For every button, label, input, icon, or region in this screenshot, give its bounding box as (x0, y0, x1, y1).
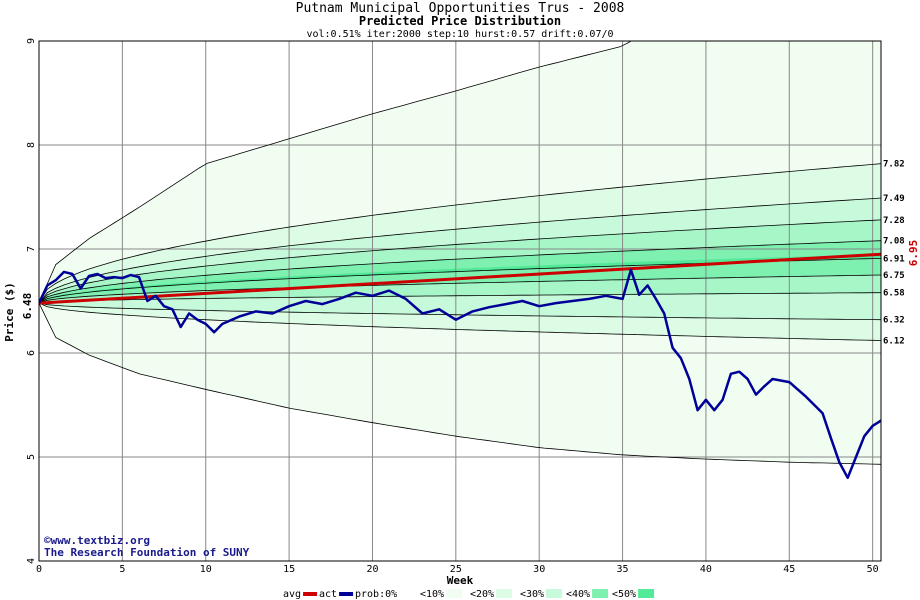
percentile-line-6 (39, 292, 881, 304)
y-tick-label-6: 6 (26, 350, 37, 356)
percentile-line-2 (39, 219, 881, 304)
right-label-7.28: 7.28 (883, 216, 905, 226)
y-axis-label: Price ($) (3, 282, 16, 342)
plot-area: 0 5 10 15 20 25 30 35 40 45 504567897.827.497.287.… (26, 38, 905, 575)
legend-label-5: <30% (520, 589, 544, 600)
y-tick-label-5: 5 (26, 454, 37, 460)
y-tick-label-4: 4 (26, 558, 37, 564)
legend-label-0: avg (283, 589, 301, 600)
y-tick-label-9: 9 (26, 38, 37, 44)
x-axis-label: Week (447, 574, 474, 587)
chart-legend: avg act prob:0% <10% <20% <30% <40% <50% (283, 589, 655, 600)
credit-line-2: The Research Foundation of SUNY (44, 546, 250, 559)
legend-swatch-7 (638, 589, 655, 598)
legend-swatch-2 (399, 589, 416, 598)
credit-line-1: ©www.textbiz.org (44, 534, 150, 547)
x-tick-label-15: 15 (283, 564, 295, 575)
legend-label-7: <50% (612, 589, 636, 600)
x-tick-label-25: 25 (450, 564, 462, 575)
right-label-6.75: 6.75 (883, 271, 905, 281)
legend-label-3: <10% (420, 589, 444, 600)
x-tick-label-20: 20 (366, 564, 378, 575)
legend-swatch-4 (496, 589, 513, 598)
right-label-7.49: 7.49 (883, 194, 905, 204)
x-tick-label-45: 45 (783, 564, 795, 575)
legend-swatch-act (339, 592, 354, 596)
series-act (39, 268, 881, 480)
legend-swatch-3 (446, 589, 463, 598)
chart-title: Putnam Municipal Opportunities Trus - 20… (296, 1, 625, 16)
right-label-7.82: 7.82 (883, 160, 905, 170)
start-price-label: 6.48 (21, 293, 34, 320)
legend-label-6: <40% (566, 589, 590, 600)
percentile-line-5 (39, 274, 881, 304)
plot-inner (39, 41, 881, 561)
percentile-line-3 (39, 240, 881, 304)
right-label-6.32: 6.32 (883, 316, 905, 326)
percentile-line-7 (39, 302, 881, 321)
legend-swatch-6 (592, 589, 609, 598)
plot-border (38, 40, 882, 562)
percentile-line-0 (39, 163, 881, 304)
chart-params: vol:0.51% iter:2000 step:10 hurst:0.57 d… (306, 29, 613, 40)
legend-label-2: prob:0% (355, 589, 397, 600)
legend-swatch-avg (303, 592, 318, 596)
right-label-7.08: 7.08 (883, 237, 905, 247)
legend-label-1: act (319, 589, 337, 600)
right-label-6.91: 6.91 (883, 254, 905, 264)
x-tick-label-5: 5 (119, 564, 125, 575)
y-tick-label-7: 7 (26, 246, 37, 252)
x-tick-label-0: 0 (36, 564, 42, 575)
legend-label-4: <20% (470, 589, 494, 600)
outer-lower-line (39, 302, 881, 465)
right-label-6.58: 6.58 (883, 289, 905, 299)
x-tick-label-35: 35 (617, 564, 629, 575)
legend-swatch-5 (546, 589, 563, 598)
outer-upper-line (39, 41, 632, 304)
percentile-line-8 (39, 302, 881, 341)
final-avg-label: 6.95 (907, 240, 920, 267)
y-tick-label-8: 8 (26, 142, 37, 148)
x-tick-label-40: 40 (700, 564, 712, 575)
chart-subtitle: Predicted Price Distribution (359, 14, 561, 28)
x-tick-label-30: 30 (533, 564, 545, 575)
right-label-6.12: 6.12 (883, 337, 905, 347)
series-avg (39, 252, 881, 305)
x-tick-label-10: 10 (200, 564, 212, 575)
percentile-line-1 (39, 197, 881, 304)
x-tick-label-50: 50 (867, 564, 879, 575)
